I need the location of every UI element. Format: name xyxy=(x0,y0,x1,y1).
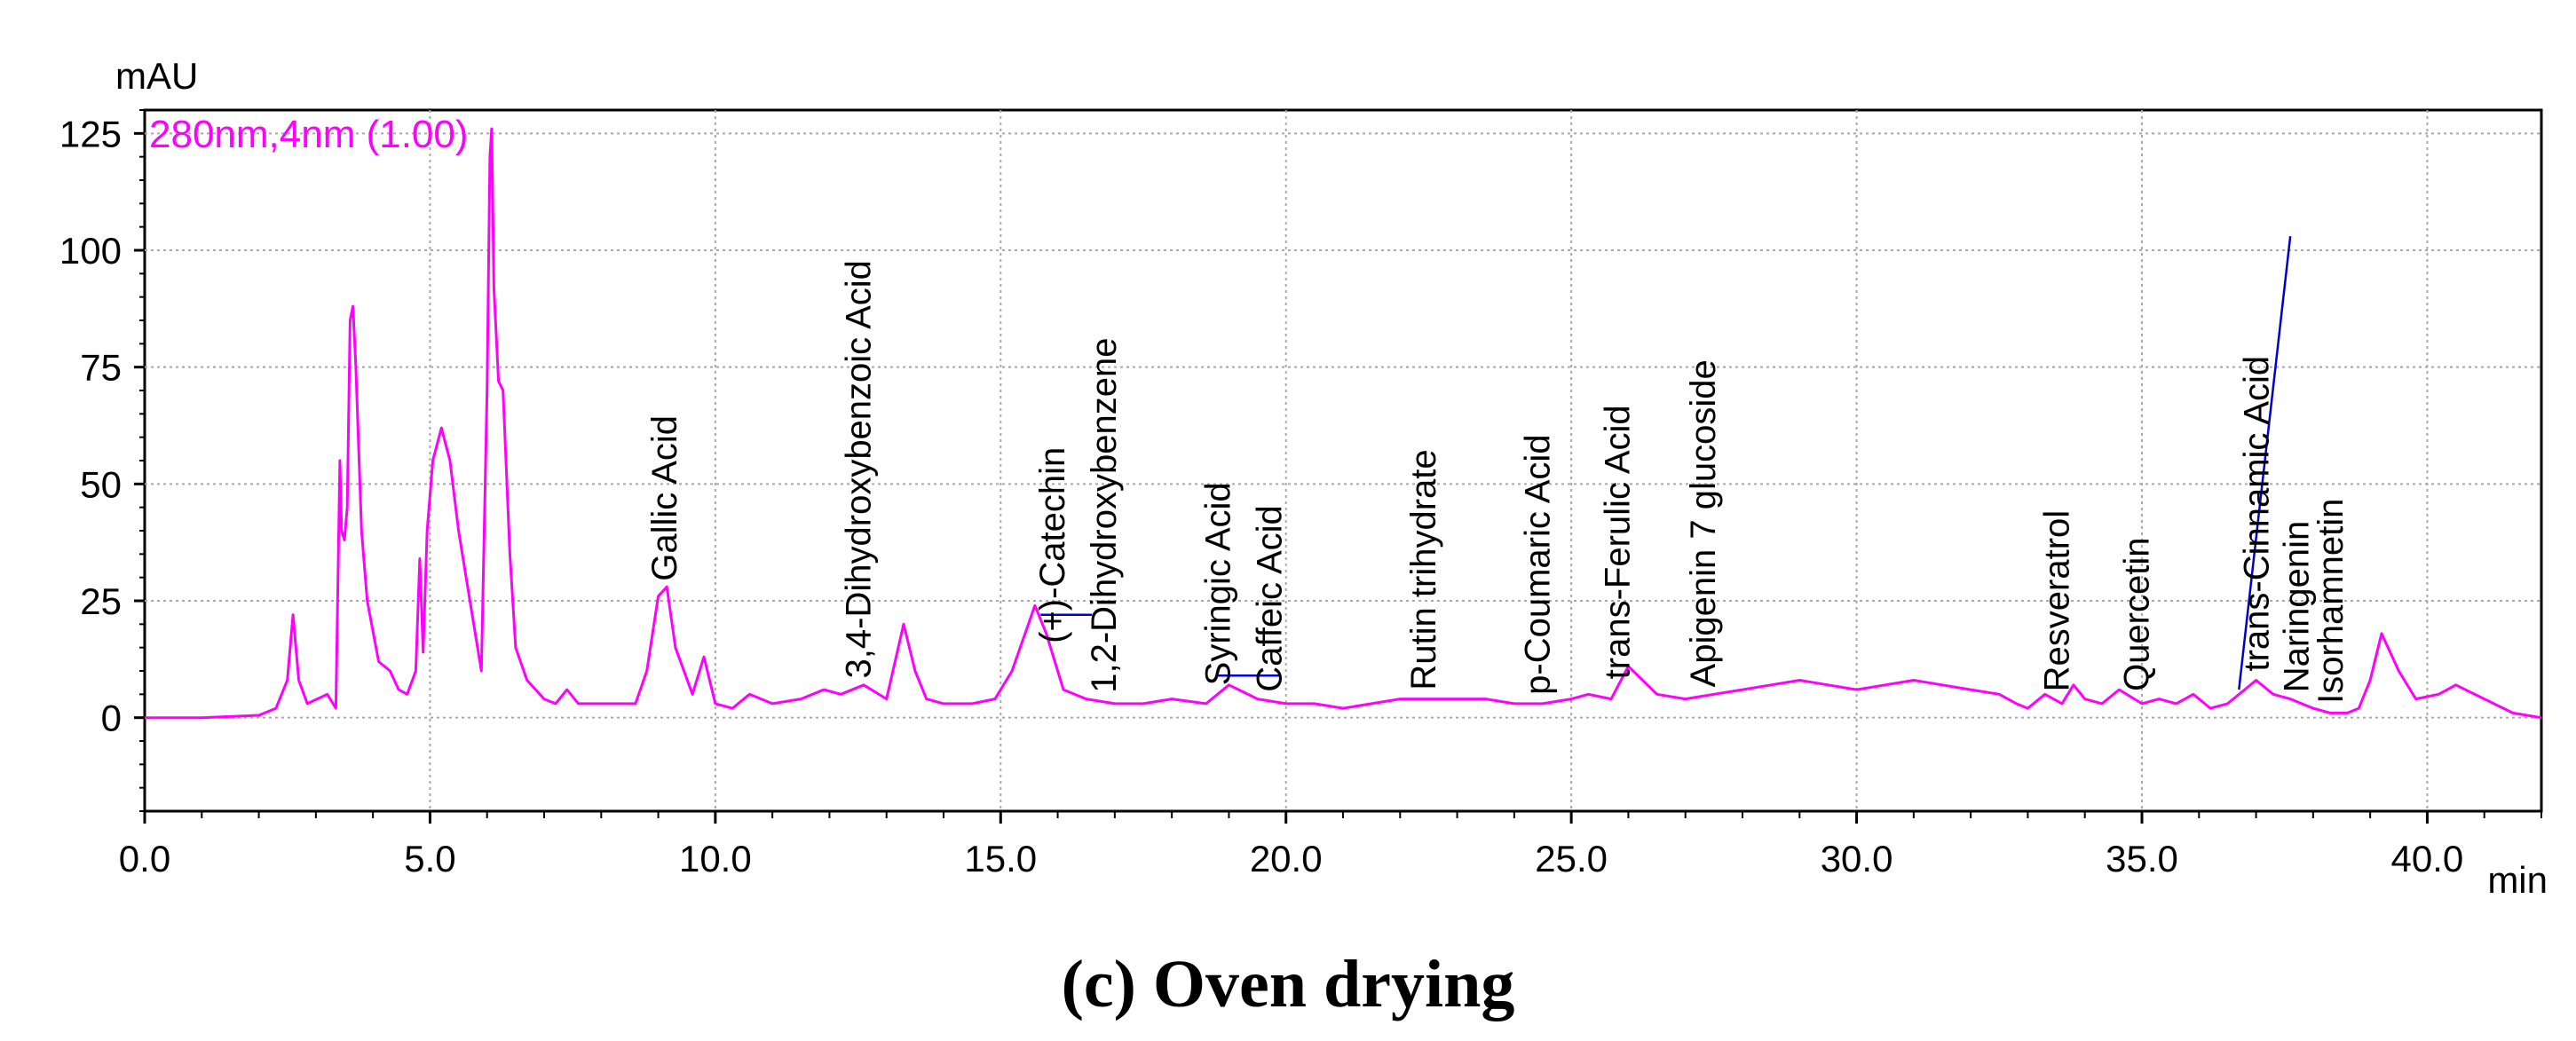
grid-lines xyxy=(145,110,2541,811)
peak-label: Naringenin xyxy=(2278,521,2317,692)
peak-label: Rutin trihydrate xyxy=(1404,449,1443,690)
peak-label: Gallic Acid xyxy=(645,415,684,581)
x-tick-label: 40.0 xyxy=(2391,838,2464,879)
peak-label: trans-Ferulic Acid xyxy=(1599,405,1638,679)
y-tick-label: 25 xyxy=(80,580,122,622)
x-tick-label: 5.0 xyxy=(404,838,455,879)
peak-label: Apigenin 7 glucoside xyxy=(1684,359,1723,687)
integration-baselines xyxy=(1040,236,2292,690)
peak-label: Caffeic Acid xyxy=(1250,505,1289,692)
peak-label: 3,4-Dihydroxybenzoic Acid xyxy=(840,260,879,678)
x-tick-label: 25.0 xyxy=(1535,838,1608,879)
x-tick-label: 0.0 xyxy=(119,838,170,879)
x-axis-unit: min xyxy=(2487,859,2548,901)
x-tick-label: 10.0 xyxy=(679,838,752,879)
y-tick-label: 100 xyxy=(59,230,122,272)
x-tick-label: 35.0 xyxy=(2106,838,2178,879)
peak-label: p-Coumaric Acid xyxy=(1519,434,1558,694)
peak-label: Quercetin xyxy=(2118,537,2157,690)
y-tick-label: 75 xyxy=(80,347,122,389)
y-axis-unit: mAU xyxy=(115,55,198,97)
y-tick-label: 125 xyxy=(59,113,122,154)
figure-caption: (c) Oven drying xyxy=(1062,947,1515,1021)
x-tick-label: 20.0 xyxy=(1250,838,1323,879)
peak-labels: Gallic Acid 3,4-Dihydroxybenzoic Acid (+)-… xyxy=(645,260,2351,704)
axes: 0 25 50 75 100 125 0.0 5.0 10.0 15.0 20.0 25.0 30.0 3… xyxy=(59,109,2542,879)
chromatogram-trace xyxy=(145,127,2542,720)
integration-baseline xyxy=(2238,236,2292,690)
y-tick-label: 0 xyxy=(101,698,122,739)
peak-label: Syringic Acid xyxy=(1199,482,1238,685)
x-tick-label: 15.0 xyxy=(964,838,1037,879)
peak-label: trans-Cinnamic Acid xyxy=(2238,356,2277,672)
peak-label: Isorhamnetin xyxy=(2311,499,2351,704)
peak-label: (+)-Catechin xyxy=(1033,447,1072,643)
peak-label: 1,2-Dihydroxybenzene xyxy=(1085,338,1124,693)
x-tick-label: 30.0 xyxy=(1821,838,1893,879)
plot-frame xyxy=(143,108,2543,813)
peak-label: Resveratrol xyxy=(2038,510,2077,692)
legend-wavelength: 280nm,4nm (1.00) xyxy=(149,113,469,156)
y-tick-label: 50 xyxy=(80,463,122,505)
